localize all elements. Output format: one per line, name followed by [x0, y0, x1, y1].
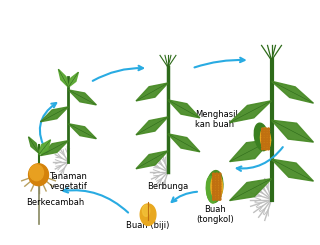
Circle shape: [261, 135, 264, 137]
Circle shape: [212, 185, 215, 188]
Circle shape: [219, 178, 221, 180]
Circle shape: [261, 145, 264, 147]
Circle shape: [261, 130, 264, 133]
Circle shape: [265, 135, 267, 137]
Circle shape: [261, 138, 264, 140]
Polygon shape: [136, 151, 168, 169]
Circle shape: [216, 175, 218, 178]
Circle shape: [219, 183, 221, 185]
Circle shape: [216, 196, 218, 198]
Circle shape: [268, 148, 269, 150]
Circle shape: [212, 181, 215, 183]
Circle shape: [216, 173, 218, 175]
Polygon shape: [230, 140, 271, 161]
Ellipse shape: [28, 164, 49, 186]
Circle shape: [265, 140, 267, 142]
Circle shape: [216, 198, 218, 200]
Circle shape: [216, 191, 218, 193]
Text: Tanaman
vegetatif: Tanaman vegetatif: [50, 172, 87, 191]
Polygon shape: [271, 159, 313, 181]
Circle shape: [216, 185, 218, 188]
Circle shape: [212, 198, 215, 200]
Ellipse shape: [29, 165, 44, 181]
Polygon shape: [38, 140, 51, 155]
Text: Buah (biji): Buah (biji): [126, 221, 170, 231]
Ellipse shape: [207, 171, 223, 203]
Polygon shape: [142, 205, 150, 216]
Circle shape: [216, 181, 218, 183]
Polygon shape: [41, 141, 68, 156]
Circle shape: [212, 173, 215, 175]
Polygon shape: [28, 137, 38, 153]
Circle shape: [219, 181, 221, 183]
Polygon shape: [68, 90, 96, 105]
Circle shape: [219, 191, 221, 193]
Polygon shape: [136, 117, 168, 135]
Circle shape: [216, 188, 218, 190]
Circle shape: [219, 198, 221, 200]
Circle shape: [216, 178, 218, 180]
Circle shape: [219, 175, 221, 178]
Circle shape: [265, 128, 267, 130]
Ellipse shape: [260, 128, 271, 150]
Polygon shape: [168, 134, 200, 152]
Polygon shape: [230, 179, 271, 201]
Circle shape: [219, 185, 221, 188]
Circle shape: [212, 196, 215, 198]
Ellipse shape: [211, 174, 223, 199]
Circle shape: [219, 193, 221, 195]
Circle shape: [261, 140, 264, 142]
Polygon shape: [230, 101, 271, 122]
Polygon shape: [140, 204, 156, 225]
Circle shape: [268, 135, 269, 137]
Circle shape: [219, 196, 221, 198]
Circle shape: [268, 140, 269, 142]
Circle shape: [265, 130, 267, 133]
Polygon shape: [68, 124, 96, 139]
Circle shape: [265, 148, 267, 150]
Text: Buah
(tongkol): Buah (tongkol): [196, 205, 234, 224]
Polygon shape: [41, 107, 68, 122]
Circle shape: [268, 138, 269, 140]
Circle shape: [268, 130, 269, 133]
Circle shape: [212, 193, 215, 195]
Circle shape: [261, 143, 264, 145]
Polygon shape: [168, 100, 200, 118]
Circle shape: [268, 143, 269, 145]
Circle shape: [219, 188, 221, 190]
Circle shape: [212, 191, 215, 193]
Ellipse shape: [254, 123, 269, 151]
Circle shape: [265, 138, 267, 140]
Circle shape: [261, 148, 264, 150]
Circle shape: [265, 145, 267, 147]
Circle shape: [216, 193, 218, 195]
Circle shape: [268, 133, 269, 135]
Circle shape: [265, 133, 267, 135]
Circle shape: [268, 145, 269, 147]
Polygon shape: [59, 69, 68, 87]
Circle shape: [268, 128, 269, 130]
Circle shape: [216, 183, 218, 185]
Text: Menghasil-
kan buah: Menghasil- kan buah: [195, 110, 241, 129]
Circle shape: [212, 183, 215, 185]
Circle shape: [219, 173, 221, 175]
Circle shape: [212, 178, 215, 180]
Circle shape: [212, 188, 215, 190]
Polygon shape: [271, 81, 313, 103]
Polygon shape: [68, 72, 78, 87]
Circle shape: [261, 128, 264, 130]
Ellipse shape: [206, 176, 217, 203]
Text: Berbunga: Berbunga: [147, 182, 188, 191]
Circle shape: [212, 175, 215, 178]
Circle shape: [261, 133, 264, 135]
Circle shape: [265, 143, 267, 145]
Polygon shape: [136, 83, 168, 101]
Text: Berkecambah: Berkecambah: [26, 197, 84, 207]
Polygon shape: [271, 120, 313, 142]
